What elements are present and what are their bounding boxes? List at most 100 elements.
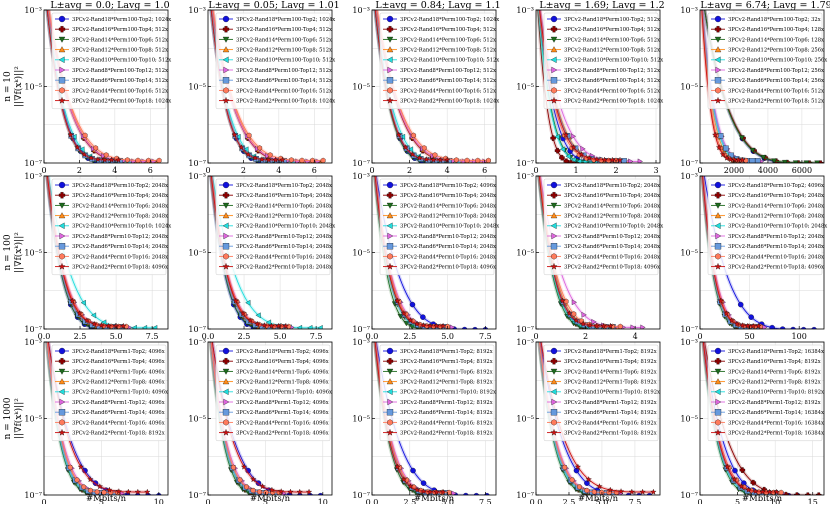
legend-entry: 3PCv2-Rand2*Perm1-Top18; 16384x	[728, 431, 824, 437]
series-marker	[752, 488, 759, 495]
legend: 3PCv2-Rand18*Perm100-Top2; 1024x 3PCv2-Ra…	[51, 12, 171, 110]
y-tick-label: 10⁻⁵	[352, 415, 370, 424]
series-marker	[296, 488, 303, 495]
legend-entry: 3PCv2-Rand12*Perm100-Top8; 512x	[236, 48, 332, 54]
legend-marker	[58, 36, 66, 43]
legend-box	[215, 12, 331, 110]
x-tick-label: 0.0	[202, 332, 215, 341]
series-marker	[646, 492, 653, 495]
x-tick-label: 6000	[792, 166, 812, 175]
x-axis-label: #Mbits/n	[414, 494, 455, 504]
legend-entry: 3PCv2-Rand6*Perm100-Top14; 256x	[728, 78, 824, 84]
legend: 3PCv2-Rand18*Perm1-Top2; 16384x 3PCv2-Ran…	[707, 344, 824, 442]
legend-entry: 3PCv2-Rand2*Perm1-Top18; 8192x	[400, 431, 493, 437]
legend-entry: 3PCv2-Rand16*Perm10-Top4; 2048x	[236, 193, 332, 199]
legend-marker	[550, 212, 558, 219]
series-marker	[815, 492, 822, 495]
series-marker	[430, 156, 437, 163]
legend-marker	[551, 66, 558, 74]
series-marker	[400, 476, 408, 483]
legend-marker	[386, 36, 394, 43]
legend-box	[51, 178, 167, 276]
legend-marker	[58, 243, 66, 250]
series-marker	[571, 299, 577, 306]
y-tick-label: 10⁻⁵	[188, 83, 206, 92]
series-marker	[585, 476, 592, 483]
legend-marker	[58, 77, 66, 84]
series-marker	[259, 483, 266, 490]
series-marker	[115, 156, 122, 163]
series-marker	[135, 157, 141, 163]
legend-box	[543, 178, 659, 276]
series-marker	[297, 492, 303, 495]
series-marker	[423, 156, 430, 163]
legend-marker	[714, 36, 722, 43]
series-marker	[394, 463, 401, 470]
series-marker	[305, 488, 313, 495]
legend-marker	[222, 378, 230, 385]
legend-marker	[223, 398, 230, 406]
series-marker	[255, 312, 261, 319]
legend-marker	[551, 398, 558, 406]
row-label-n: n = 10	[3, 71, 13, 102]
legend-marker	[58, 212, 66, 219]
legend-marker	[550, 192, 558, 199]
series-marker	[779, 326, 786, 329]
legend-marker	[714, 15, 722, 23]
legend-entry: 3PCv2-Rand12*Perm10-Top8; 2048x	[236, 214, 332, 220]
y-tick-label: 10⁻⁵	[24, 249, 42, 258]
legend-marker	[386, 192, 394, 199]
legend-marker	[386, 212, 394, 219]
legend-entry: 3PCv2-Rand2*Perm1-Top18; 8192x	[72, 431, 165, 437]
legend-entry: 3PCv2-Rand10*Perm100-Top10; 512x	[236, 58, 335, 64]
legend-marker	[386, 378, 394, 385]
legend-marker	[715, 87, 721, 94]
legend-entry: 3PCv2-Rand10*Perm10-Top10; 1024x	[72, 224, 171, 230]
series-marker	[246, 317, 254, 324]
series-marker	[82, 132, 88, 139]
legend-entry: 3PCv2-Rand10*Perm100-Top10; 512x	[400, 58, 499, 64]
legend-entry: 3PCv2-Rand4*Perm1-Top16; 8192x	[564, 420, 657, 426]
series-marker	[566, 310, 573, 317]
series-marker	[91, 320, 98, 327]
legend-marker	[386, 388, 393, 396]
column-title: L±avg = 6.74; Lavg = 1.79	[700, 0, 830, 11]
legend-marker	[223, 66, 230, 74]
legend-marker	[386, 262, 394, 270]
series-marker	[739, 156, 746, 163]
series-marker	[744, 322, 751, 329]
series-marker	[596, 483, 603, 490]
series-marker	[254, 320, 261, 327]
legend-entry: 3PCv2-Rand16*Perm10-Top4; 2048x	[72, 193, 168, 199]
series-marker	[639, 488, 646, 495]
legend-entry: 3PCv2-Rand18*Perm1-Top2; 8192x	[400, 349, 493, 355]
x-tick-label: 0	[41, 166, 46, 175]
legend: 3PCv2-Rand18*Perm100-Top2; 1024x 3PCv2-Ra…	[215, 12, 335, 110]
x-tick-label: 15	[808, 498, 818, 504]
series-marker	[239, 310, 247, 317]
y-tick-label: 10⁻⁷	[188, 491, 206, 500]
series-marker	[394, 297, 401, 304]
y-tick-label: 10⁻⁷	[24, 325, 42, 334]
series-marker	[101, 156, 108, 163]
x-tick-label: 2.5	[238, 332, 251, 341]
legend-entry: 3PCv2-Rand12*Perm100-Top8; 512x	[564, 48, 660, 54]
series-marker	[310, 157, 315, 163]
series-marker	[115, 488, 122, 495]
legend-entry: 3PCv2-Rand8*Perm100-Top12; 512x	[236, 68, 332, 74]
series-marker	[87, 154, 95, 161]
series-marker	[617, 323, 623, 329]
x-tick-label: 2	[407, 166, 412, 175]
legend-marker	[714, 262, 722, 270]
series-marker	[317, 324, 323, 329]
legend-entry: 3PCv2-Rand14*Perm1-Top6; 4096x	[72, 369, 165, 375]
legend-marker	[550, 222, 557, 230]
y-tick-label: 10⁻³	[516, 338, 534, 347]
series-marker	[101, 153, 107, 159]
legend-entry: 3PCv2-Rand8*Perm100-Top12; 512x	[72, 68, 168, 74]
column-title: L±avg = 1.69; Lavg = 1.2	[539, 0, 664, 11]
legend-marker	[714, 428, 722, 436]
legend-marker	[715, 419, 721, 426]
series-marker	[261, 322, 268, 329]
legend-entry: 3PCv2-Rand8*Perm10-Top12; 2048x	[728, 234, 824, 240]
